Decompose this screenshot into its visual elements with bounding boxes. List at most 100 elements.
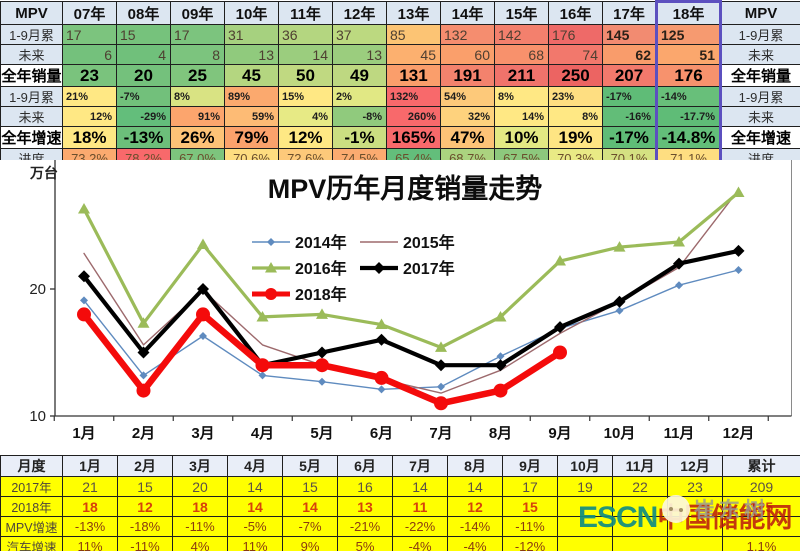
table-cell	[557, 516, 613, 537]
year-header: 18年	[655, 0, 722, 25]
table-cell: -11%	[117, 536, 173, 551]
x-tick-label: 5月	[310, 425, 333, 442]
table-cell: 15	[282, 476, 338, 497]
data-point-marker	[267, 238, 275, 246]
data-point-marker	[373, 262, 385, 274]
row-label: MPV增速	[0, 516, 63, 537]
data-point-marker	[375, 318, 388, 330]
data-point-marker	[434, 396, 448, 411]
x-tick-label: 1月	[72, 425, 95, 442]
table-cell: 36	[278, 24, 333, 45]
table-cell: 9%	[282, 536, 338, 551]
data-point-marker	[435, 359, 447, 372]
table-row: 全年销量 23 20 25 45 50 49 131 191 211 250 207 176 全年销量	[0, 64, 800, 87]
table-cell: 50	[278, 64, 333, 87]
table-cell: -11%	[172, 516, 228, 537]
table-cell: 4%	[172, 536, 228, 551]
table-cell: 62	[602, 44, 657, 65]
data-point-marker	[265, 288, 277, 300]
data-point-marker	[435, 341, 447, 352]
row-label: 未来	[720, 106, 800, 127]
table-cell: -5%	[227, 516, 283, 537]
data-point-marker	[553, 345, 567, 360]
month-header: 1月	[62, 455, 118, 477]
data-point-marker	[199, 331, 207, 340]
table-cell: 13	[337, 496, 393, 517]
data-point-marker	[256, 310, 269, 322]
row-label: 1-9月累	[0, 86, 63, 107]
row-label: 2018年	[0, 496, 63, 517]
year-header: 16年	[548, 1, 603, 25]
data-point-marker	[316, 308, 328, 319]
x-tick-label: 7月	[429, 425, 452, 442]
table-cell: 131	[386, 64, 441, 87]
series-line-2017年	[81, 248, 741, 368]
data-point-marker	[318, 377, 326, 386]
table-cell: 12	[447, 496, 503, 517]
legend-label: 2014年	[295, 233, 347, 252]
table-row: 汽车增速 11% -11% 4% 11% 9% 5% -4% -4% -12% 1.1%	[0, 536, 800, 551]
chart-title: MPV历年月度销量走势	[268, 173, 543, 204]
row-label: 全年增速	[0, 126, 63, 149]
table-cell: 8%	[170, 86, 225, 107]
year-header: 09年	[170, 1, 225, 25]
data-point-marker	[496, 352, 505, 361]
table-cell: 20	[172, 476, 228, 497]
table-cell: 176	[548, 24, 603, 45]
table-cell	[612, 536, 668, 551]
corner-label: MPV	[0, 1, 63, 25]
table-cell: 68	[494, 44, 549, 65]
table-cell: 13	[224, 44, 279, 65]
row-label: 汽车增速	[0, 536, 63, 551]
year-header: 13年	[386, 1, 441, 25]
table-cell: 21%	[62, 86, 117, 107]
month-header: 11月	[612, 455, 668, 477]
table-cell: -12%	[502, 536, 558, 551]
data-point-marker	[196, 307, 210, 322]
row-label: 2017年	[0, 476, 63, 497]
data-point-marker	[493, 383, 508, 398]
table-cell: 45	[386, 44, 441, 65]
table-cell: 19%	[548, 126, 603, 149]
table-cell: 14	[392, 476, 448, 497]
table-cell: 207	[602, 64, 657, 87]
month-header: 12月	[667, 455, 723, 477]
x-tick-label: 10月	[604, 425, 636, 442]
table-cell: 8%	[548, 106, 603, 127]
table-cell: 11%	[227, 536, 283, 551]
table-row: 1-9月累 21% -7% 8% 89% 15% 2% 132% 54% 8% 23% -17% -14…	[0, 86, 800, 107]
table-cell: 165%	[386, 126, 441, 149]
table-cell: 49	[332, 64, 387, 87]
x-tick-label: 8月	[489, 425, 512, 442]
data-point-marker	[374, 370, 389, 385]
table-cell: 17	[170, 24, 225, 45]
row-label: 1-9月累	[0, 24, 63, 45]
legend-label: 2018年	[295, 285, 347, 304]
table-cell: 8	[170, 44, 225, 65]
table-cell: 17	[502, 476, 558, 497]
yearly-summary-table: MPV 07年 08年 09年 10年 11年 12年 13年 14年 15年 16年 17年 18年 M…	[0, 0, 800, 170]
table-cell: 51	[655, 44, 722, 65]
table-cell: 16	[337, 476, 393, 497]
table-cell: 22	[612, 476, 668, 497]
legend-label: 2015年	[403, 233, 455, 252]
table-cell: -22%	[392, 516, 448, 537]
x-tick-label: 12月	[723, 425, 755, 442]
table-cell: 91%	[170, 106, 225, 127]
data-point-marker	[732, 244, 745, 257]
table-cell: 13	[332, 44, 387, 65]
month-header: 累计	[722, 455, 800, 477]
series-line-2016年	[82, 190, 741, 349]
y-tick-label: 20	[29, 281, 46, 298]
legend-item-2018年: 2018年	[252, 285, 347, 304]
table-cell: 14%	[494, 106, 549, 127]
table-cell: 23	[667, 476, 723, 497]
row-label: 全年销量	[720, 64, 800, 87]
table-cell	[557, 496, 613, 517]
data-point-marker	[139, 371, 148, 380]
year-header: 10年	[224, 1, 279, 25]
table-cell: 191	[440, 64, 495, 87]
table-cell: -17%	[602, 126, 657, 149]
table-cell: 4%	[278, 106, 333, 127]
